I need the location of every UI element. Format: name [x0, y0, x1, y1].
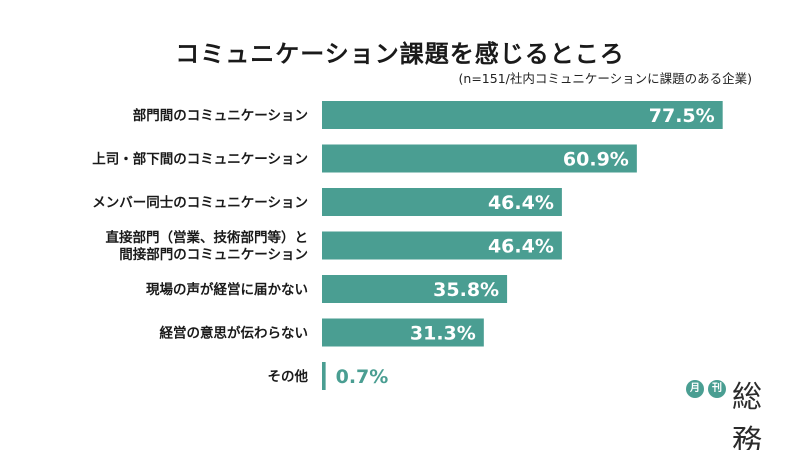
chart-title: コミュニケーション課題を感じるところ [175, 40, 625, 68]
category-label: 直接部門（営業、技術部門等）と間接部門のコミュニケーション [106, 229, 309, 263]
bar [322, 318, 484, 347]
category-label: その他 [268, 368, 309, 385]
category-label-line: 直接部門（営業、技術部門等）と [106, 229, 309, 246]
category-label-line: メンバー同士のコミュニケーション [92, 194, 308, 211]
bar-value-label: 77.5% [649, 105, 715, 127]
category-label-line: 間接部門のコミュニケーション [119, 246, 308, 263]
logo-badge-publication: 刊 [708, 380, 726, 398]
bar [322, 101, 723, 129]
category-label-line: 部門間のコミュニケーション [133, 107, 308, 124]
bar-value-label: 0.7% [336, 366, 389, 388]
bar-value-label: 35.8% [433, 279, 499, 301]
bar-value-label: 31.3% [410, 323, 476, 345]
chart-subtitle: (n=151/社内コミュニケーションに課題のある企業) [458, 71, 752, 86]
bar [322, 231, 562, 260]
logo-badge-month: 月 [686, 380, 704, 398]
category-label: 部門間のコミュニケーション [133, 107, 308, 124]
bar [322, 362, 326, 390]
bar-value-label: 60.9% [563, 149, 629, 171]
bar-value-label: 46.4% [488, 236, 554, 258]
category-label-line: 経営の意思が伝わらない [160, 325, 309, 342]
category-label: 経営の意思が伝わらない [160, 325, 309, 342]
category-label-line: 上司・部下間のコミュニケーション [92, 151, 308, 168]
bar-value-label: 46.4% [488, 192, 554, 214]
logo-word: 総務 [732, 380, 763, 450]
category-label: メンバー同士のコミュニケーション [92, 194, 308, 211]
category-label: 上司・部下間のコミュニケーション [92, 151, 308, 168]
category-label: 現場の声が経営に届かない [146, 281, 308, 298]
category-label-line: その他 [268, 368, 309, 385]
category-label-line: 現場の声が経営に届かない [146, 281, 308, 298]
brand-logo: 月 刊 総務 [686, 378, 786, 450]
bar [322, 144, 637, 173]
bar [322, 188, 562, 216]
bar [322, 275, 508, 303]
